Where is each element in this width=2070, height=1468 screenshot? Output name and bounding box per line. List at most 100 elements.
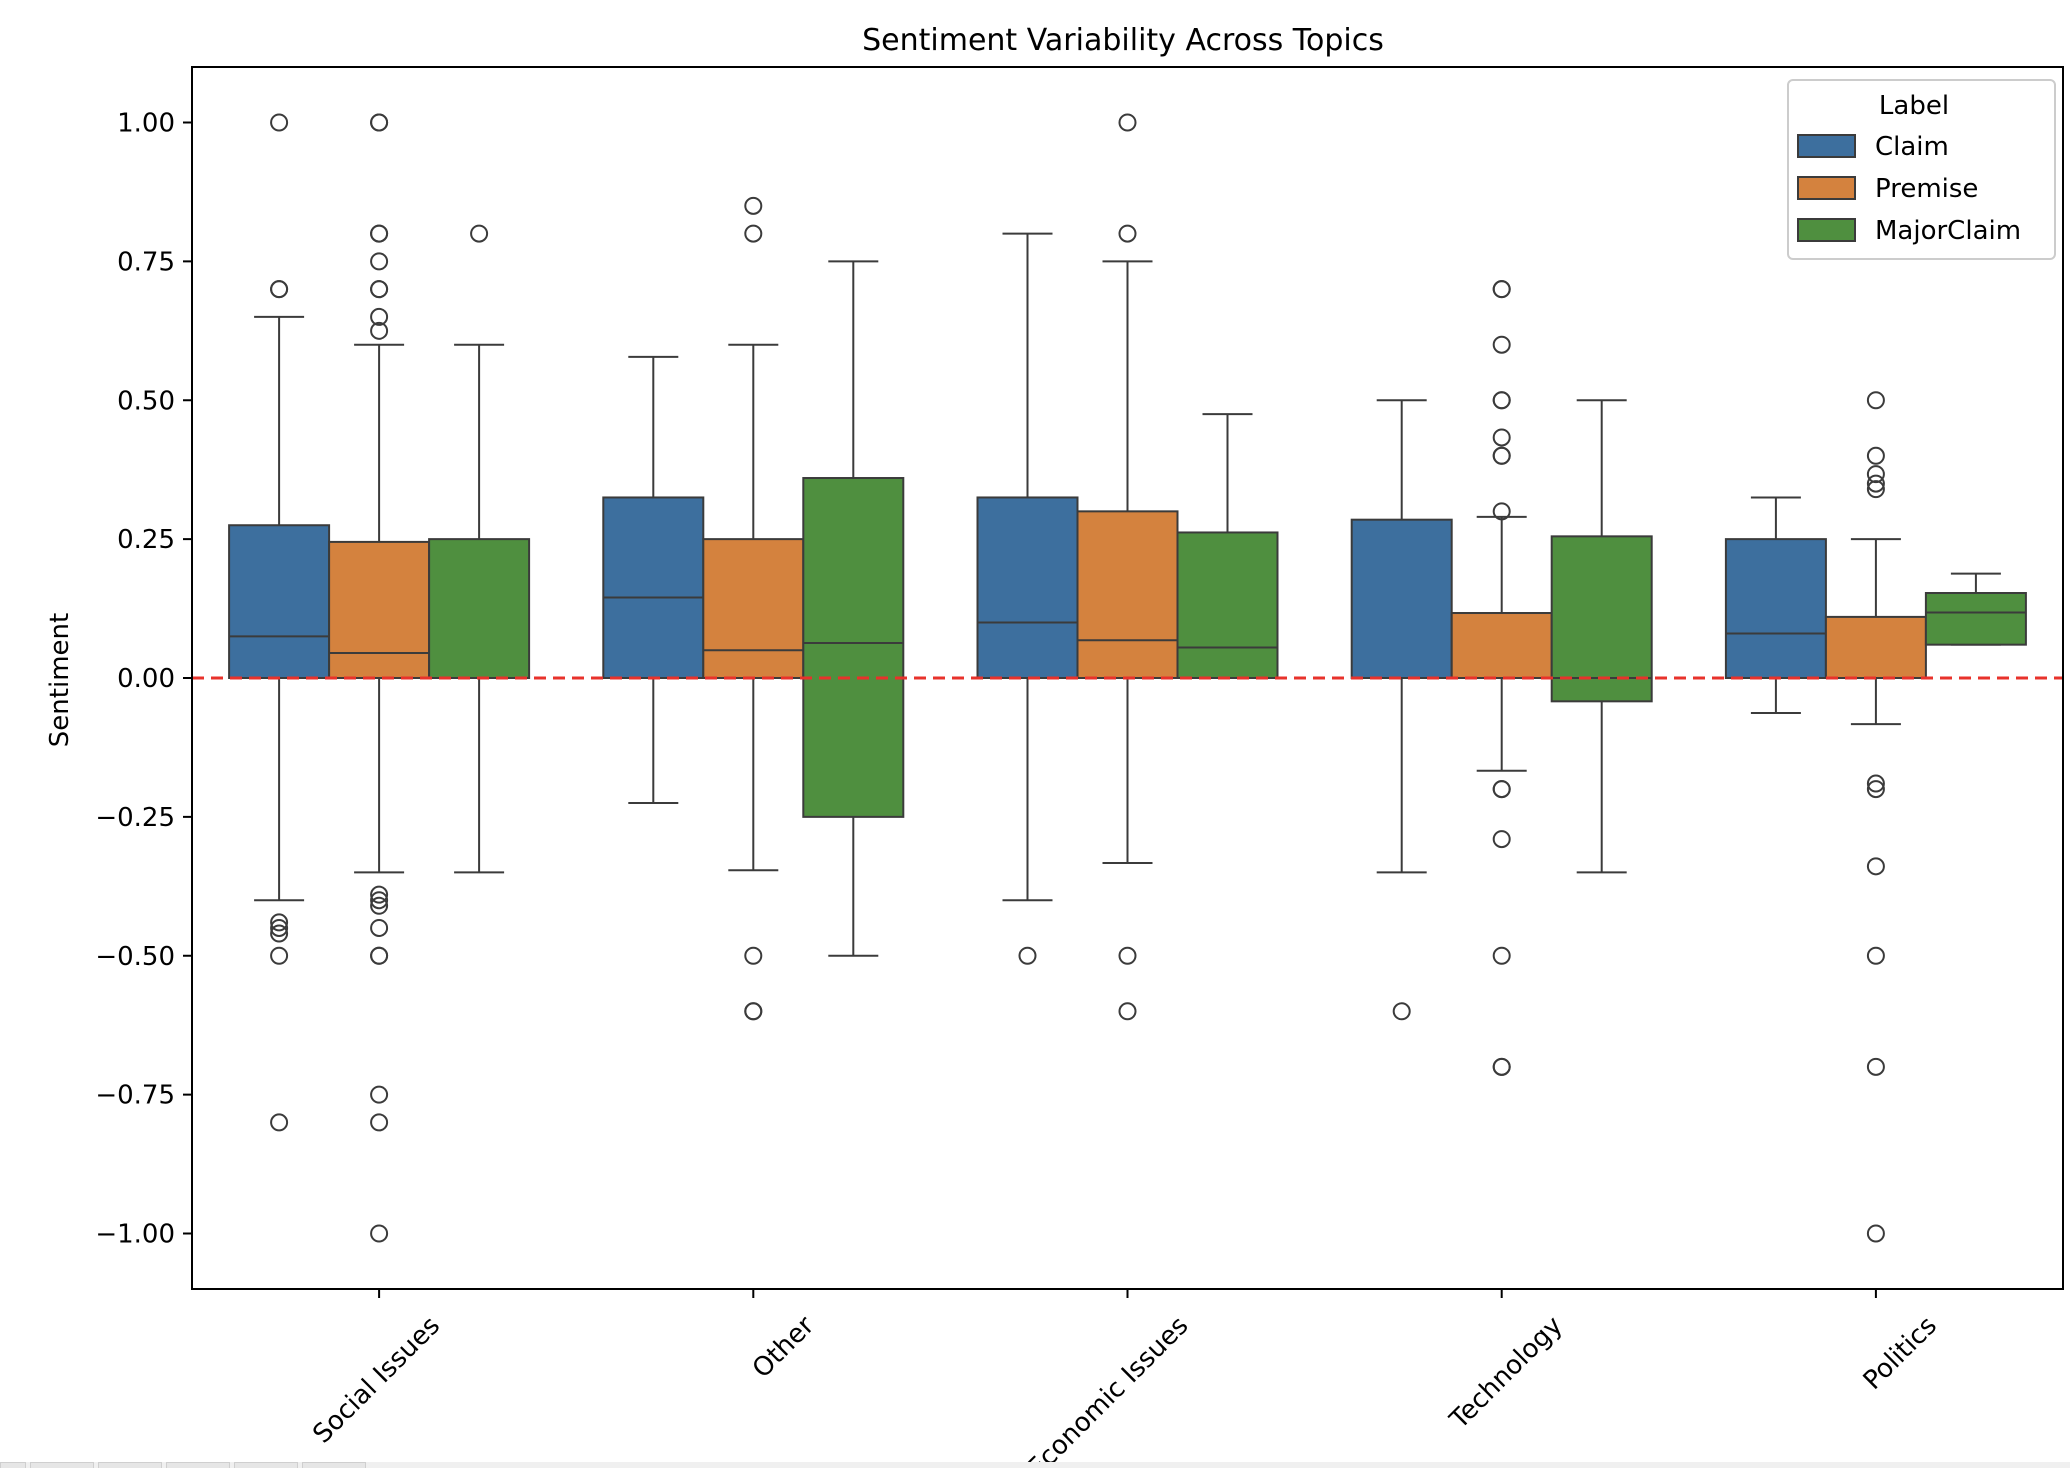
outlier-point: [1018, 946, 1037, 965]
box-majorclaim-1: [802, 260, 905, 957]
y-tick-label: −0.75: [95, 1081, 175, 1111]
box-claim-3: [1350, 399, 1453, 1021]
box-premise-1: [702, 196, 805, 1021]
outlier-point: [744, 946, 763, 965]
tab-stub[interactable]: [0, 1462, 26, 1468]
outlier-point: [270, 280, 289, 299]
y-tick-label: 0.75: [117, 247, 175, 277]
legend-swatch-majorclaim: [1797, 218, 1856, 242]
outlier-point: [1866, 857, 1885, 876]
box-majorclaim-3: [1550, 399, 1653, 874]
box-claim-2: [976, 232, 1079, 965]
outlier-point: [1492, 446, 1511, 465]
box-iqr: [1924, 592, 2027, 646]
outlier-point: [744, 1002, 763, 1021]
legend-swatch-premise: [1797, 176, 1856, 200]
outlier-point: [1392, 1002, 1411, 1021]
outlier-point: [1866, 1224, 1885, 1243]
tab-stub[interactable]: [302, 1462, 366, 1468]
outlier-point: [1866, 391, 1885, 410]
outlier-point: [1492, 391, 1511, 410]
outlier-point: [1118, 224, 1137, 243]
box-claim-4: [1724, 496, 1827, 714]
outlier-point: [270, 946, 289, 965]
outlier-point: [370, 1224, 389, 1243]
legend-box: [1787, 79, 2056, 260]
outlier-point: [370, 918, 389, 937]
box-claim-1: [602, 355, 705, 804]
plot-area: [192, 113, 2063, 1243]
tab-stub[interactable]: [234, 1462, 298, 1468]
box-iqr: [1550, 535, 1653, 703]
outlier-point: [1866, 474, 1885, 493]
outlier-point: [270, 918, 289, 937]
legend-title: Label: [1879, 91, 1949, 121]
y-tick-label: −0.25: [95, 803, 175, 833]
tab-stub[interactable]: [98, 1462, 162, 1468]
legend-swatch-claim: [1797, 134, 1856, 158]
outlier-point: [744, 196, 763, 215]
box-premise-2: [1076, 113, 1179, 1021]
outlier-point: [1866, 780, 1885, 799]
outlier-point: [1866, 1057, 1885, 1076]
bottom-strip: [0, 1462, 2070, 1468]
legend-label-premise: Premise: [1875, 174, 1978, 204]
tab-stub[interactable]: [30, 1462, 94, 1468]
outlier-point: [1118, 946, 1137, 965]
box-iqr: [1450, 612, 1553, 679]
box-iqr: [702, 538, 805, 679]
outlier-point: [370, 946, 389, 965]
box-premise-0: [328, 113, 431, 1243]
outlier-point: [1866, 480, 1885, 499]
outlier-point: [744, 224, 763, 243]
outlier-point: [1492, 830, 1511, 849]
y-tick-label: −1.00: [95, 1220, 175, 1250]
box-iqr: [1350, 518, 1453, 679]
outlier-point: [1492, 335, 1511, 354]
outlier-point: [370, 321, 389, 340]
y-tick-label: 0.00: [117, 664, 175, 694]
outlier-point: [370, 307, 389, 326]
box-iqr: [228, 524, 331, 679]
legend-label-majorclaim: MajorClaim: [1875, 216, 2021, 246]
box-iqr: [1176, 531, 1279, 679]
outlier-point: [470, 224, 489, 243]
box-iqr: [1824, 615, 1927, 680]
box-majorclaim-0: [428, 224, 531, 874]
y-tick-label: 0.25: [117, 525, 175, 555]
outlier-point: [1866, 774, 1885, 793]
outlier-point: [370, 891, 389, 910]
outlier-point: [370, 224, 389, 243]
chart-title: Sentiment Variability Across Topics: [862, 23, 1384, 58]
box-iqr: [602, 496, 705, 679]
outlier-point: [270, 913, 289, 932]
outlier-point: [370, 1113, 389, 1132]
outlier-point: [270, 1113, 289, 1132]
outlier-point: [1492, 428, 1511, 447]
outlier-point: [1492, 1057, 1511, 1076]
outlier-point: [270, 113, 289, 132]
outlier-point: [370, 1085, 389, 1104]
outlier-point: [370, 896, 389, 915]
y-tick-label: 0.50: [117, 386, 175, 416]
box-iqr: [1724, 538, 1827, 679]
box-claim-0: [228, 113, 331, 1132]
legend: Label Claim Premise MajorClaim: [1787, 79, 2056, 260]
outlier-point: [270, 924, 289, 943]
y-tick-label: −0.50: [95, 942, 175, 972]
outlier-point: [370, 885, 389, 904]
legend-label-claim: Claim: [1875, 132, 1949, 162]
box-iqr: [802, 477, 905, 818]
outlier-point: [370, 280, 389, 299]
outlier-point: [1492, 280, 1511, 299]
box-iqr: [976, 496, 1079, 679]
y-tick-label: 1.00: [117, 109, 175, 139]
outlier-point: [370, 252, 389, 271]
box-iqr: [428, 538, 531, 679]
box-iqr: [328, 540, 431, 680]
tab-stub[interactable]: [166, 1462, 230, 1468]
outlier-point: [1118, 1002, 1137, 1021]
outlier-point: [1118, 113, 1137, 132]
